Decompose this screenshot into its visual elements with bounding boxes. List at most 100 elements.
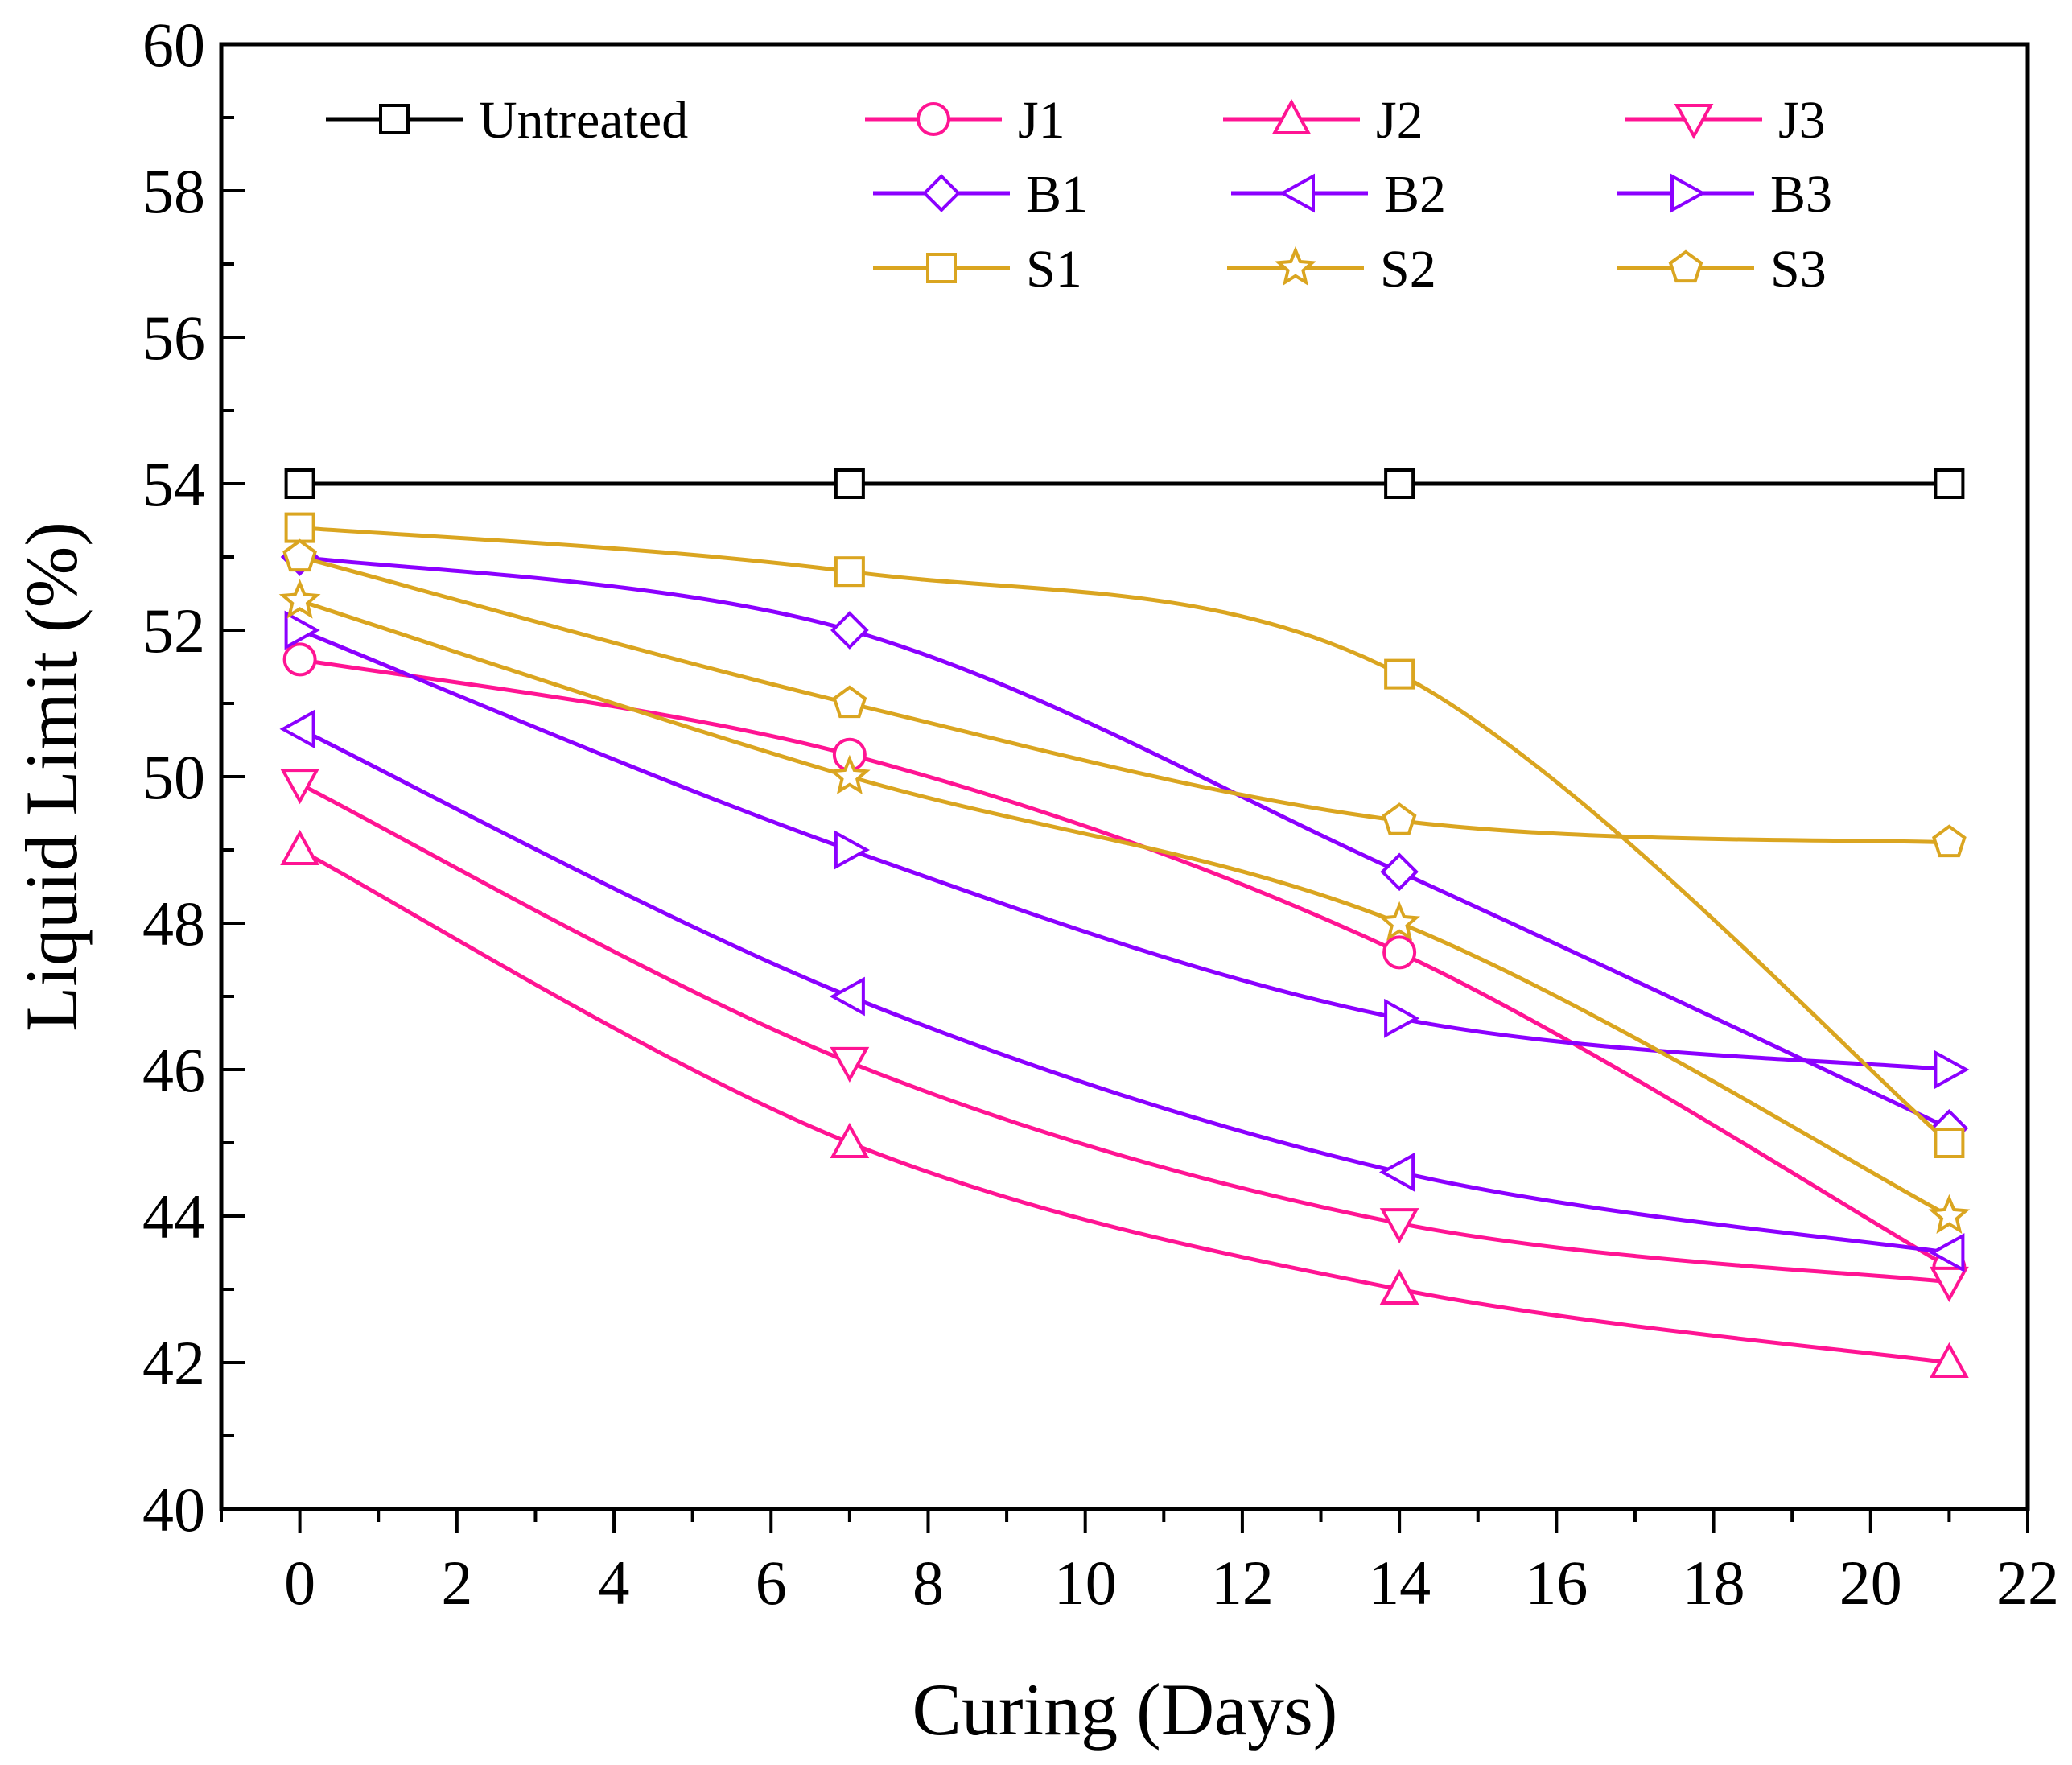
legend: Untreated J1 J2 J3 B1 B2 B3 S1 S2 S3 <box>326 91 1832 299</box>
data-point-s3 <box>832 685 867 719</box>
legend-label-s2: S2 <box>1380 240 1436 299</box>
legend-item-s3: S3 <box>1617 240 1827 299</box>
data-point-s3 <box>1932 824 1967 858</box>
series-j2 <box>280 829 1969 1378</box>
data-point-j3 <box>830 1046 870 1083</box>
y-tick-label: 58 <box>142 156 205 226</box>
legend-label-s3: S3 <box>1770 240 1827 299</box>
legend-label-b1: B1 <box>1026 165 1088 224</box>
series-line-s2 <box>299 599 1950 1219</box>
series-j3 <box>280 769 1969 1303</box>
x-tick-label: 10 <box>1054 1548 1117 1618</box>
series-line-b2 <box>299 727 1950 1255</box>
x-tick-label: 18 <box>1683 1548 1745 1618</box>
data-point-b2 <box>279 709 315 749</box>
x-tick-label: 12 <box>1211 1548 1274 1618</box>
y-tick-label: 42 <box>142 1328 205 1398</box>
legend-item-untreated: Untreated <box>326 91 688 150</box>
data-point-untreated <box>1934 468 1965 499</box>
legend-marker-b2 <box>1279 173 1315 213</box>
legend-label-s1: S1 <box>1026 240 1082 299</box>
legend-item-s2: S2 <box>1227 240 1436 299</box>
legend-marker-s2 <box>1275 245 1316 287</box>
data-point-b3 <box>284 610 320 650</box>
data-point-j2 <box>1379 1268 1419 1305</box>
data-point-untreated <box>284 468 315 499</box>
data-point-b2 <box>1378 1153 1415 1192</box>
data-point-s1 <box>1934 1128 1965 1158</box>
data-point-untreated <box>834 468 865 499</box>
legend-marker-b1 <box>922 174 961 212</box>
legend-label-j2: J2 <box>1376 91 1423 150</box>
x-tick-label: 14 <box>1368 1548 1431 1618</box>
y-tick-label: 40 <box>142 1474 205 1544</box>
data-point-b3 <box>834 830 871 870</box>
plot-frame <box>219 42 2030 1511</box>
legend-item-j2: J2 <box>1223 91 1423 150</box>
legend-marker-b3 <box>1670 173 1707 213</box>
data-point-b2 <box>829 976 865 1017</box>
data-point-j3 <box>1379 1208 1419 1244</box>
legend-label-j3: J3 <box>1778 91 1826 150</box>
legend-item-b1: B1 <box>873 165 1088 224</box>
series-s3 <box>282 538 1967 858</box>
y-axis-ticks: 40 42 44 46 48 50 52 54 56 58 60 <box>142 10 245 1544</box>
data-point-j2 <box>830 1122 870 1158</box>
legend-item-b3: B3 <box>1617 165 1832 224</box>
data-point-s2 <box>278 579 321 619</box>
legend-marker-j2 <box>1271 98 1312 134</box>
series-s2 <box>278 579 1971 1235</box>
x-tick-label: 2 <box>441 1548 472 1618</box>
series-line-b3 <box>299 628 1950 1072</box>
data-point-j1 <box>282 642 317 677</box>
x-tick-label: 4 <box>599 1548 630 1618</box>
legend-label-j1: J1 <box>1018 91 1065 150</box>
data-point-s3 <box>1382 802 1417 835</box>
series-line-j3 <box>299 781 1950 1285</box>
x-axis-title: Curing (Days) <box>912 1668 1338 1751</box>
data-point-j3 <box>280 769 319 805</box>
y-tick-label: 44 <box>142 1181 205 1252</box>
legend-item-j1: J1 <box>865 91 1065 150</box>
legend-item-j3: J3 <box>1625 91 1826 150</box>
series-b3 <box>284 610 1970 1090</box>
y-tick-label: 46 <box>142 1035 205 1105</box>
data-point-s3 <box>282 538 317 572</box>
legend-label-b3: B3 <box>1770 165 1832 224</box>
x-tick-label: 20 <box>1839 1548 1902 1618</box>
series-untreated <box>284 468 1965 499</box>
data-point-b1 <box>830 611 869 650</box>
series-line-j2 <box>299 847 1950 1365</box>
data-point-j3 <box>1930 1266 1969 1303</box>
data-point-b3 <box>1384 998 1420 1038</box>
data-point-s2 <box>1378 901 1421 942</box>
series-line-j1 <box>299 657 1950 1269</box>
x-tick-label: 22 <box>1996 1548 2059 1618</box>
legend-marker-j1 <box>917 102 950 136</box>
series-b2 <box>279 709 1965 1272</box>
y-tick-label: 60 <box>142 10 205 80</box>
data-point-untreated <box>1384 468 1415 499</box>
series-line-s1 <box>299 526 1951 1144</box>
y-axis-title: Liquid Limit (%) <box>10 522 93 1032</box>
legend-marker-j3 <box>1674 104 1714 140</box>
data-point-b3 <box>1934 1050 1970 1090</box>
series-line-s3 <box>299 555 1950 845</box>
y-tick-label: 52 <box>142 596 205 666</box>
data-point-j1 <box>1382 935 1417 970</box>
series-layer <box>278 468 1971 1378</box>
legend-label-untreated: Untreated <box>479 91 688 150</box>
data-point-s2 <box>1928 1194 1971 1235</box>
legend-label-b2: B2 <box>1384 165 1446 224</box>
series-line-b1 <box>299 555 1950 1131</box>
data-point-b2 <box>1929 1233 1965 1272</box>
data-point-s1 <box>834 556 865 588</box>
x-tick-label: 16 <box>1525 1548 1588 1618</box>
x-tick-label: 6 <box>756 1548 787 1618</box>
series-s1 <box>284 512 1965 1158</box>
legend-marker-s1 <box>926 253 957 283</box>
y-tick-label: 48 <box>142 889 205 959</box>
legend-marker-untreated <box>379 104 410 134</box>
data-point-s1 <box>1384 658 1415 690</box>
